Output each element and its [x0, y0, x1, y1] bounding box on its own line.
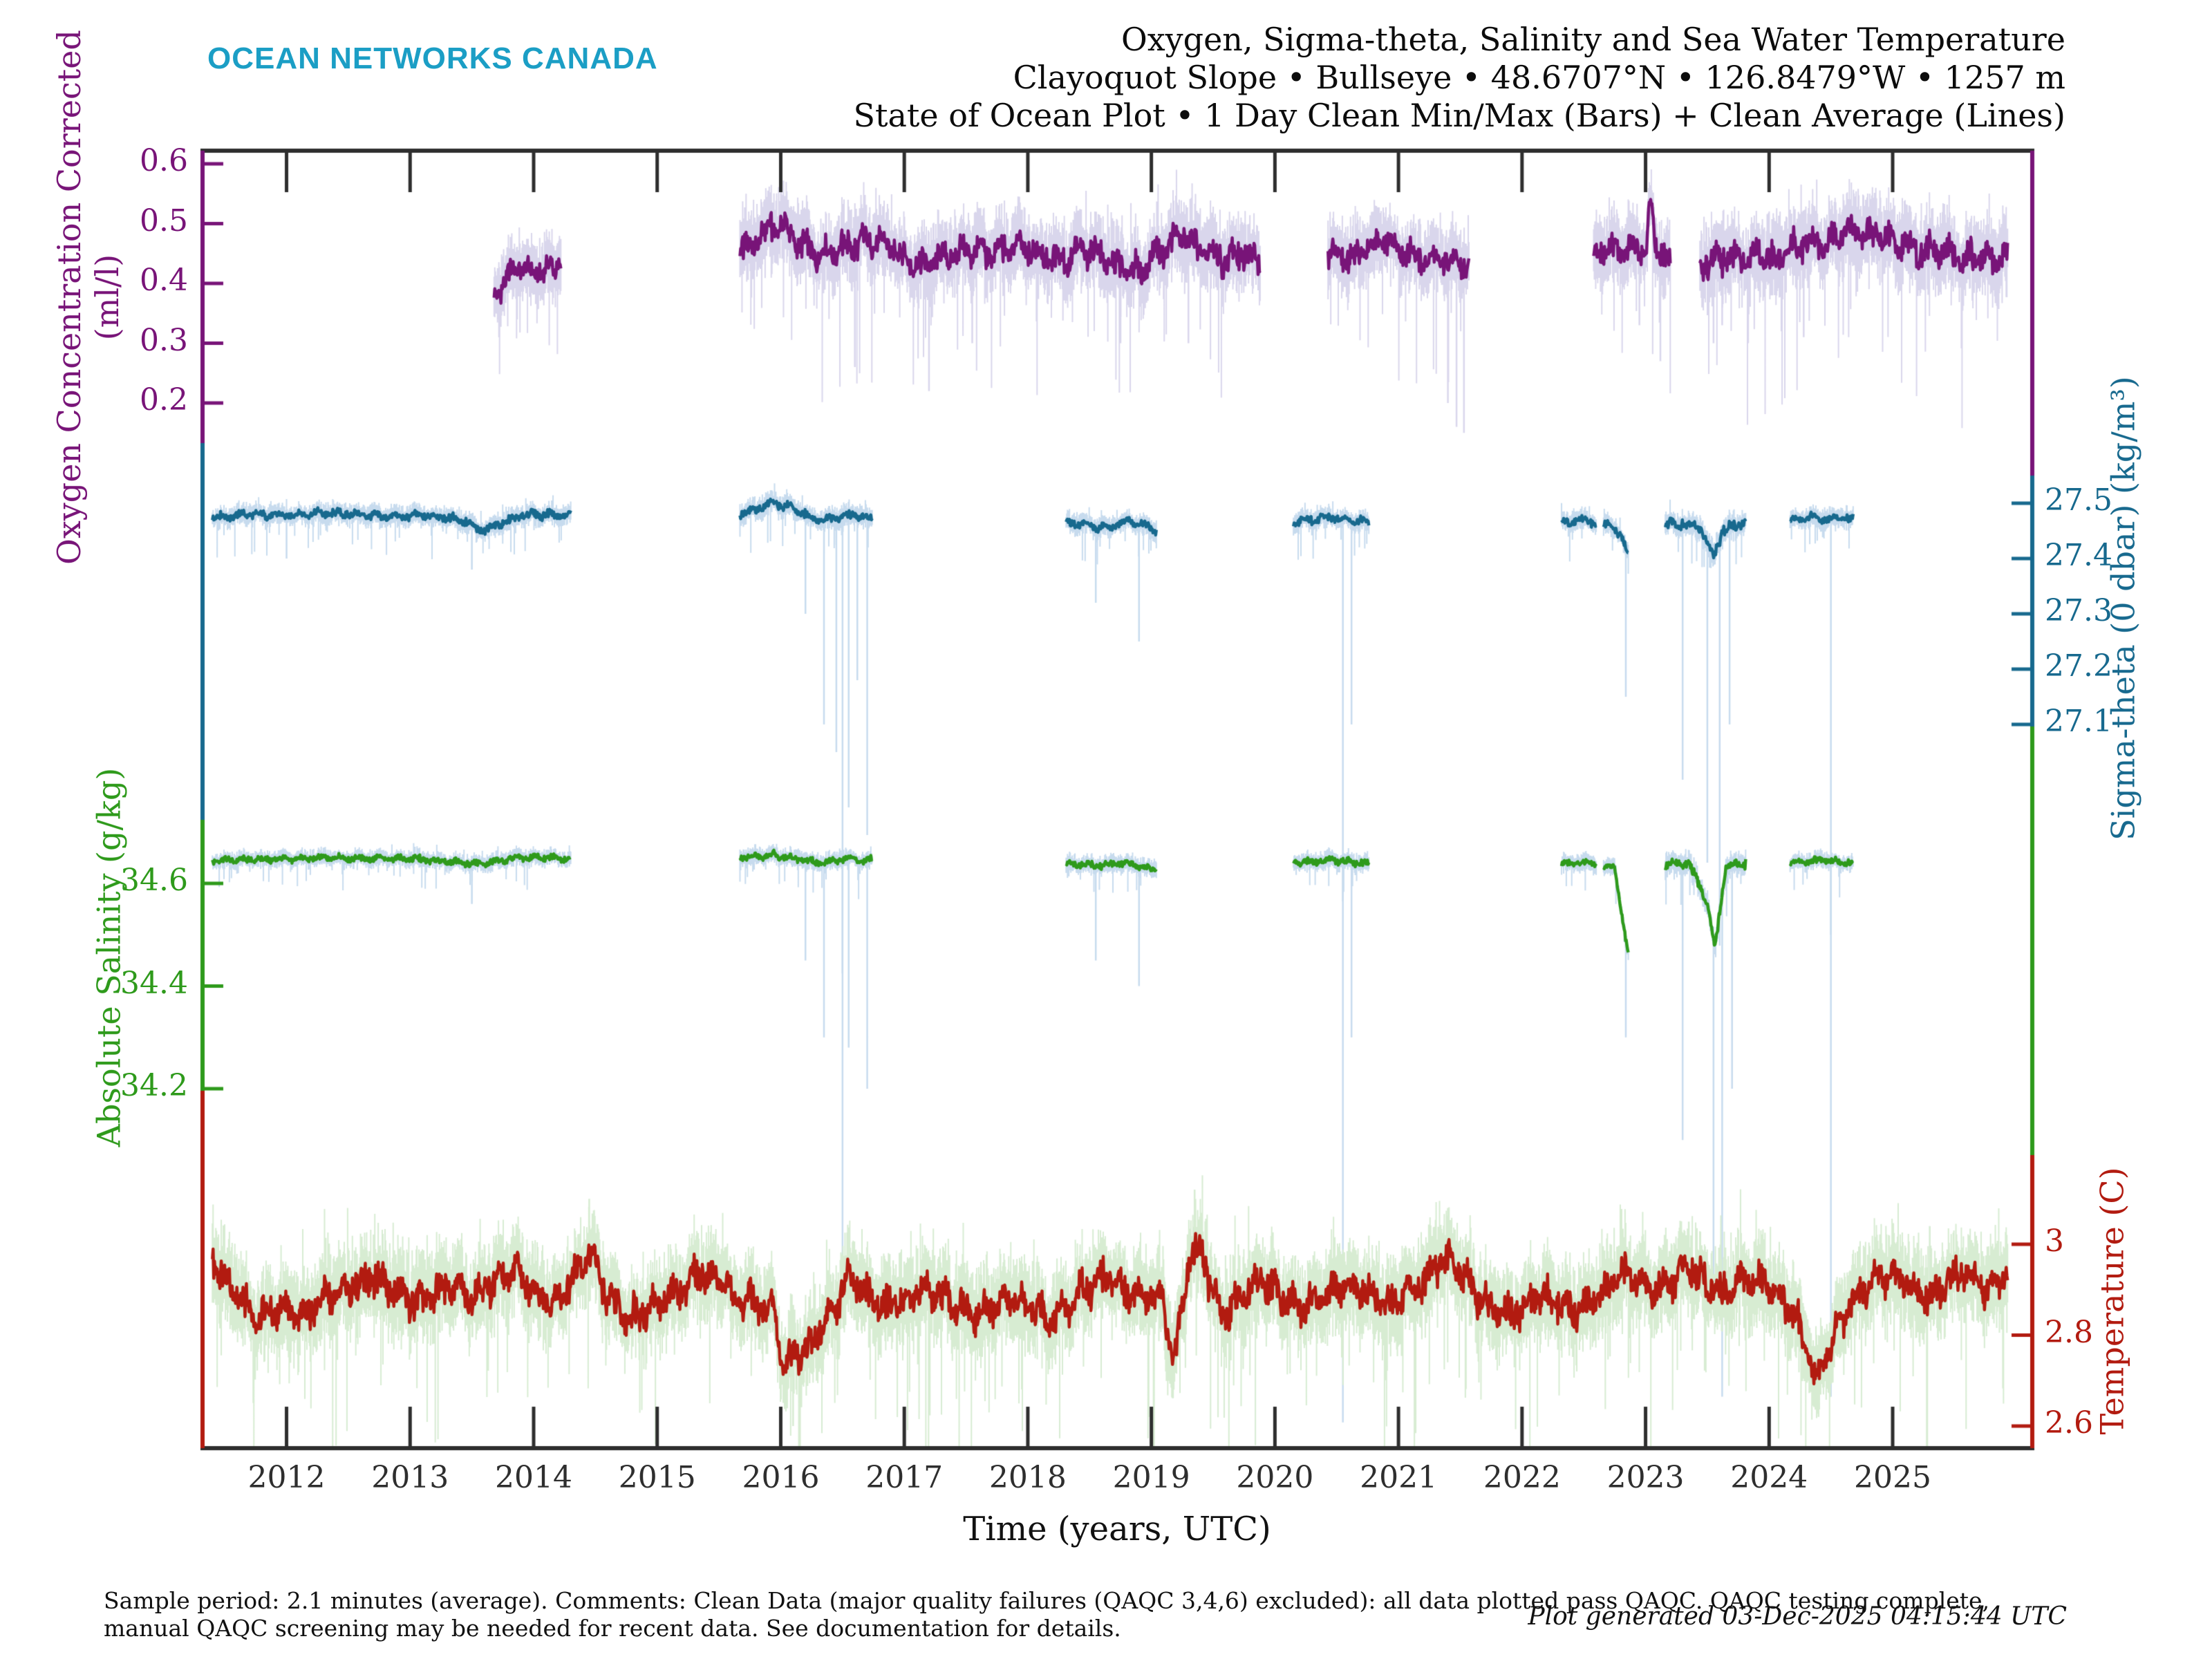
x-tick-2018: 2018 [988, 1460, 1067, 1495]
x-tick-2019: 2019 [1112, 1460, 1190, 1495]
temperature-tick-2.6: 2.6 [2045, 1405, 2093, 1441]
sigma_theta-tick-27.4: 27.4 [2045, 538, 2112, 573]
x-tick-2017: 2017 [865, 1460, 944, 1495]
x-tick-2016: 2016 [742, 1460, 820, 1495]
x-tick-2013: 2013 [371, 1460, 449, 1495]
x-tick-2012: 2012 [247, 1460, 326, 1495]
x-tick-2023: 2023 [1606, 1460, 1685, 1495]
footer-comments-line-2: manual QAQC screening may be needed for … [104, 1615, 1121, 1642]
sigma_theta-tick-27.1: 27.1 [2045, 704, 2112, 739]
temperature-tick-2.8: 2.8 [2045, 1314, 2093, 1350]
footer-comments: Sample period: 2.1 minutes (average). Co… [104, 1587, 1989, 1642]
sigma_theta-tick-27.5: 27.5 [2045, 482, 2112, 518]
plot-title-line-2: Clayoquot Slope • Bullseye • 48.6707°N •… [1013, 59, 2065, 96]
x-tick-2015: 2015 [618, 1460, 696, 1495]
oxygen-tick-0.4: 0.4 [140, 263, 188, 298]
plot-title-line-1: Oxygen, Sigma-theta, Salinity and Sea Wa… [1121, 21, 2065, 58]
sigma_theta-tick-27.3: 27.3 [2045, 593, 2112, 628]
sigma_theta-tick-27.2: 27.2 [2045, 648, 2112, 684]
oxygen-tick-0.5: 0.5 [140, 203, 188, 238]
ocean-networks-canada-logo: OCEAN NETWORKS CANADA [207, 41, 658, 75]
x-tick-2025: 2025 [1854, 1460, 1932, 1495]
x-axis-label: Time (years, UTC) [963, 1510, 1271, 1548]
temperature-tick-3: 3 [2045, 1224, 2064, 1259]
plot-title-line-3: State of Ocean Plot • 1 Day Clean Min/Ma… [853, 97, 2065, 134]
salinity-tick-34.2: 34.2 [120, 1068, 188, 1103]
x-tick-2014: 2014 [494, 1460, 572, 1495]
oxygen-tick-0.2: 0.2 [140, 382, 188, 418]
plot-generated-timestamp: Plot generated 03-Dec-2025 04:15:44 UTC [1528, 1602, 2067, 1631]
salinity-tick-34.4: 34.4 [120, 965, 188, 1001]
footer-comments-line-1: Sample period: 2.1 minutes (average). Co… [104, 1587, 1990, 1614]
plot-title-block: Oxygen, Sigma-theta, Salinity and Sea Wa… [853, 21, 2065, 135]
x-tick-2024: 2024 [1730, 1460, 1808, 1495]
x-tick-2022: 2022 [1483, 1460, 1561, 1495]
x-tick-2020: 2020 [1236, 1460, 1314, 1495]
x-tick-2021: 2021 [1360, 1460, 1438, 1495]
oxygen-tick-0.6: 0.6 [140, 143, 188, 178]
temperature-axis-label: Temperature (C) [2093, 1167, 2131, 1435]
oxygen-tick-0.3: 0.3 [140, 322, 188, 358]
salinity-tick-34.6: 34.6 [120, 863, 188, 898]
